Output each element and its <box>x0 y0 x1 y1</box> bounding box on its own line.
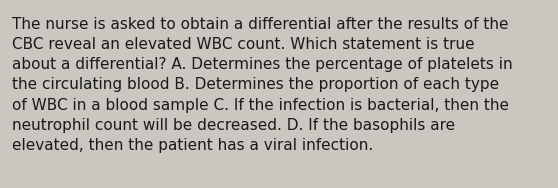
Text: The nurse is asked to obtain a differential after the results of the
CBC reveal : The nurse is asked to obtain a different… <box>12 17 513 153</box>
